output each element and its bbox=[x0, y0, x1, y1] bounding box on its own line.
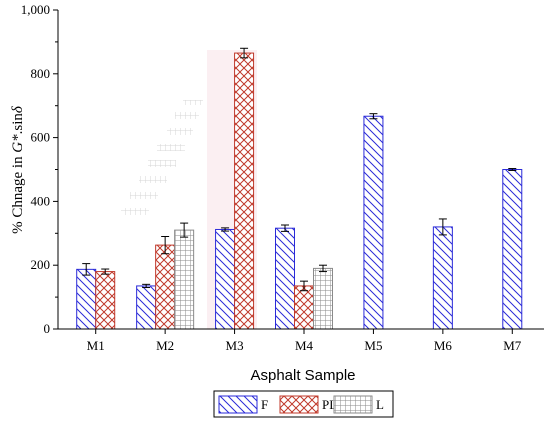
bar-m4-l bbox=[313, 267, 333, 330]
x-tick-label-m7: M7 bbox=[503, 338, 522, 353]
bar-m2-l bbox=[174, 229, 195, 330]
error-bar-m2-f bbox=[142, 283, 151, 289]
error-bar-m3-pl bbox=[240, 47, 249, 59]
legend-swatch-f bbox=[218, 395, 258, 414]
bars-layer bbox=[76, 47, 523, 330]
y-tick-label: 800 bbox=[31, 66, 51, 81]
bar-m1-f bbox=[76, 268, 97, 330]
x-axis-title: Asphalt Sample bbox=[250, 367, 355, 384]
error-bar-m1-pl bbox=[101, 268, 110, 275]
legend-swatch-pl bbox=[279, 395, 319, 414]
error-bar-m4-l bbox=[319, 264, 327, 273]
error-bar-m2-l bbox=[180, 222, 189, 238]
error-bar-m7-f bbox=[508, 168, 517, 171]
error-bar-m4-f bbox=[281, 224, 289, 232]
ghost-hatch-artifacts bbox=[121, 100, 203, 215]
error-bar-m1-f bbox=[82, 263, 91, 276]
error-bar-m5-f bbox=[369, 113, 378, 120]
legend-label-pl: PL bbox=[322, 397, 337, 412]
legend-items: F PL L bbox=[218, 395, 384, 414]
x-tick-label-m4: M4 bbox=[295, 338, 314, 353]
legend: F PL L bbox=[213, 390, 394, 418]
x-tick-label-m3: M3 bbox=[226, 338, 244, 353]
x-tick-label-m1: M1 bbox=[87, 338, 105, 353]
y-axis-title: % Chnage in G*.sinδ bbox=[10, 105, 26, 234]
axes-layer: 0 200 400 600 800 1,000 M1 M2 M3 M4 M5 M6 M7 bbox=[21, 2, 544, 353]
bar-m3-f bbox=[215, 228, 236, 330]
bar-m2-pl bbox=[155, 244, 176, 330]
x-tick-label-m6: M6 bbox=[434, 338, 453, 353]
x-tick-label-m2: M2 bbox=[156, 338, 174, 353]
bar-m3-pl bbox=[234, 52, 255, 330]
bar-m7-f bbox=[502, 169, 523, 330]
bar-m2-f bbox=[136, 285, 157, 330]
error-bar-m3-f bbox=[221, 227, 230, 232]
bar-m6-f bbox=[432, 226, 453, 330]
bar-m1-pl bbox=[95, 271, 116, 330]
y-axis-title-mid: .sin bbox=[10, 113, 26, 135]
error-bar-m4-pl bbox=[300, 280, 308, 292]
bar-m4-f bbox=[275, 227, 295, 330]
legend-swatch-l bbox=[333, 395, 373, 414]
y-tick-label: 400 bbox=[31, 193, 51, 208]
legend-label-f: F bbox=[261, 397, 268, 412]
error-bar-m2-pl bbox=[161, 235, 170, 255]
legend-label-l: L bbox=[376, 397, 384, 412]
y-tick-label: 0 bbox=[44, 321, 51, 336]
y-axis-title-prefix: % Chnage in bbox=[10, 153, 26, 234]
bar-m4-pl bbox=[294, 285, 314, 330]
bar-m5-f bbox=[363, 115, 384, 330]
y-tick-label: 200 bbox=[31, 257, 51, 272]
y-axis-title-delta: δ bbox=[10, 105, 26, 113]
y-axis-title-g: G* bbox=[10, 134, 26, 153]
y-tick-label: 1,000 bbox=[21, 2, 50, 17]
y-tick-label: 600 bbox=[31, 130, 51, 145]
x-tick-label-m5: M5 bbox=[364, 338, 382, 353]
error-bar-m6-f bbox=[438, 218, 447, 236]
